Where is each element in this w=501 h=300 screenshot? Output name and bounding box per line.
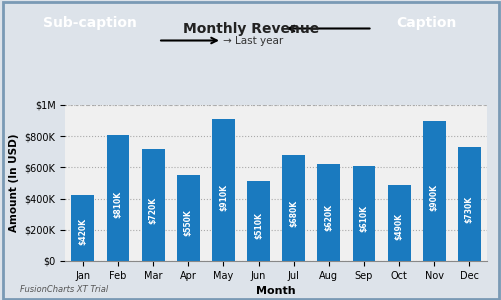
- Text: $420K: $420K: [78, 218, 87, 245]
- Text: $720K: $720K: [148, 197, 157, 224]
- Text: Sub-caption: Sub-caption: [43, 16, 137, 30]
- Bar: [106, 135, 129, 261]
- Bar: [352, 166, 375, 261]
- Text: $550K: $550K: [183, 209, 192, 236]
- Bar: [141, 149, 164, 261]
- Text: $620K: $620K: [324, 204, 333, 231]
- Text: $610K: $610K: [359, 205, 368, 232]
- Text: → Last year: → Last year: [223, 35, 283, 46]
- Bar: [176, 175, 199, 261]
- Text: $680K: $680K: [289, 200, 298, 227]
- Bar: [317, 164, 340, 261]
- Bar: [387, 184, 410, 261]
- Bar: [71, 196, 94, 261]
- Bar: [457, 147, 480, 261]
- Text: Monthly Revenue: Monthly Revenue: [182, 22, 319, 35]
- Bar: [211, 119, 234, 261]
- Y-axis label: Amount (In USD): Amount (In USD): [9, 134, 19, 232]
- Bar: [422, 121, 445, 261]
- Bar: [282, 155, 305, 261]
- Text: $910K: $910K: [218, 184, 227, 211]
- Bar: [246, 182, 270, 261]
- Text: $510K: $510K: [254, 212, 263, 238]
- X-axis label: Month: Month: [256, 286, 295, 296]
- Text: $490K: $490K: [394, 213, 403, 240]
- Text: $730K: $730K: [464, 196, 473, 223]
- Text: Caption: Caption: [396, 16, 456, 30]
- Text: $900K: $900K: [429, 184, 438, 211]
- Text: $810K: $810K: [113, 190, 122, 218]
- Text: FusionCharts XT Trial: FusionCharts XT Trial: [20, 285, 108, 294]
